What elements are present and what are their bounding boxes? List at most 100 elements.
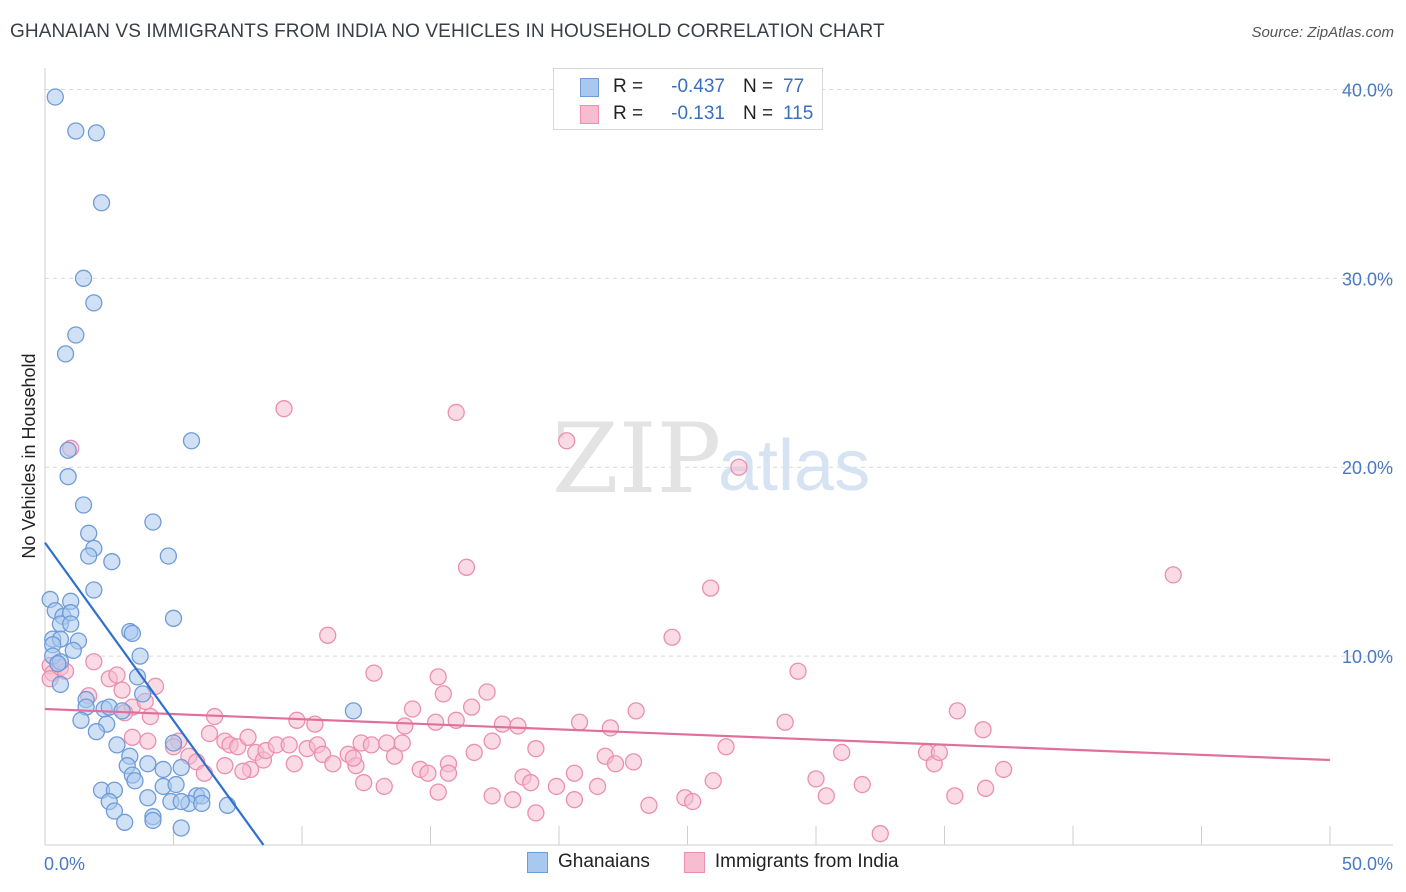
legend-r-label: R =	[613, 103, 644, 124]
watermark-zip: ZIP	[552, 403, 721, 515]
india-point	[465, 743, 483, 762]
legend-r-value: -0.131	[671, 103, 725, 124]
india-point	[789, 662, 807, 680]
ghanaian-point	[80, 547, 98, 565]
ghanaian-point	[167, 775, 185, 794]
india-point	[948, 702, 966, 720]
india-point	[776, 713, 794, 731]
ghanaian-point	[344, 702, 363, 720]
y-axis-label: No Vehicles in Household	[19, 353, 39, 558]
india-point	[640, 796, 658, 814]
india-point	[570, 713, 589, 731]
ghanaian-point	[67, 326, 85, 344]
ghanaian-point	[59, 468, 77, 486]
india-point	[429, 783, 447, 801]
x-tick-label-max: 50.0%	[1342, 854, 1393, 874]
ghanaian-point	[126, 772, 144, 790]
ghanaian-point	[172, 792, 190, 811]
ghanaian-point	[92, 194, 111, 212]
ghanaian-point	[144, 811, 162, 830]
ghanaian-point	[67, 122, 85, 140]
india-point	[139, 732, 157, 750]
india-point	[396, 717, 414, 735]
india-point	[704, 772, 722, 790]
india-point	[976, 779, 995, 797]
india-point	[807, 770, 825, 788]
legend-r-label: R =	[613, 76, 644, 97]
india-point	[288, 711, 306, 729]
india-point	[663, 628, 681, 646]
watermark: ZIP atlas	[552, 403, 870, 515]
india-point	[994, 760, 1013, 779]
ghanaians-trend-line	[44, 542, 265, 846]
ghanaian-point	[144, 513, 162, 531]
india-point	[426, 713, 445, 731]
ghanaian-point	[74, 496, 93, 514]
ghanaian-point	[128, 668, 147, 686]
grid-layer: 10.0% 20.0% 30.0% 40.0%	[45, 80, 1393, 667]
india-point	[946, 787, 964, 805]
india-point	[853, 775, 871, 794]
ghanaian-point	[62, 615, 80, 633]
legend-swatch-pink	[683, 851, 705, 873]
india-point	[344, 749, 363, 767]
y-tick-label: 10.0%	[1342, 647, 1393, 667]
ghanaian-point	[51, 675, 70, 694]
ghanaian-point	[172, 758, 190, 777]
india-point	[365, 664, 383, 682]
legend-n-label: N =	[743, 76, 774, 97]
ghanaian-point	[154, 760, 172, 779]
india-point	[285, 755, 303, 773]
chart-source: Source: ZipAtlas.com	[1251, 24, 1394, 41]
india-trend-line	[44, 707, 1331, 762]
india-point	[200, 724, 219, 743]
legend-n-value: 77	[783, 76, 805, 97]
ghanaian-point	[139, 789, 157, 807]
legend-label-india: Immigrants from India	[714, 851, 899, 872]
india-point	[974, 721, 992, 739]
india-point	[434, 685, 453, 703]
legend-item-ghanaians: Ghanaians	[527, 851, 650, 873]
india-point	[393, 734, 411, 752]
india-point	[385, 747, 404, 765]
india-point	[930, 743, 949, 762]
ghanaian-point	[49, 655, 67, 673]
series-legend: Ghanaians Immigrants from India	[527, 851, 933, 873]
india-point	[871, 825, 889, 843]
y-tick-label: 20.0%	[1342, 458, 1393, 478]
ghanaian-point	[134, 685, 152, 703]
ghanaian-point	[59, 441, 77, 459]
ghanaian-point	[56, 345, 75, 363]
ghanaian-point	[46, 88, 64, 106]
india-point	[216, 757, 234, 775]
india-point	[113, 681, 131, 699]
india-point	[565, 791, 584, 809]
india-point	[558, 432, 576, 450]
india-point	[403, 700, 422, 718]
india-point	[478, 683, 496, 701]
ghanaian-point	[74, 269, 93, 287]
india-point	[419, 764, 437, 782]
ghanaian-point	[164, 609, 183, 627]
ghanaian-point	[131, 647, 149, 665]
india-point	[275, 400, 293, 418]
india-point	[1164, 566, 1182, 584]
india-point	[85, 653, 103, 671]
ghanaian-point	[123, 624, 142, 643]
ghanaian-point	[159, 547, 178, 565]
india-point	[509, 717, 527, 735]
india-point	[504, 791, 522, 809]
legend-label-ghanaians: Ghanaians	[558, 851, 650, 872]
ghanaian-point	[116, 813, 134, 831]
india-point	[717, 738, 735, 756]
india-point	[701, 579, 720, 597]
ghanaian-point	[103, 553, 121, 571]
india-point	[108, 666, 126, 684]
ghanaian-point	[172, 819, 190, 837]
india-point	[730, 458, 748, 476]
ghanaian-point	[87, 723, 106, 741]
india-point	[447, 403, 465, 422]
india-point	[547, 777, 566, 796]
india-point	[522, 774, 540, 792]
ghanaian-point	[85, 294, 103, 312]
